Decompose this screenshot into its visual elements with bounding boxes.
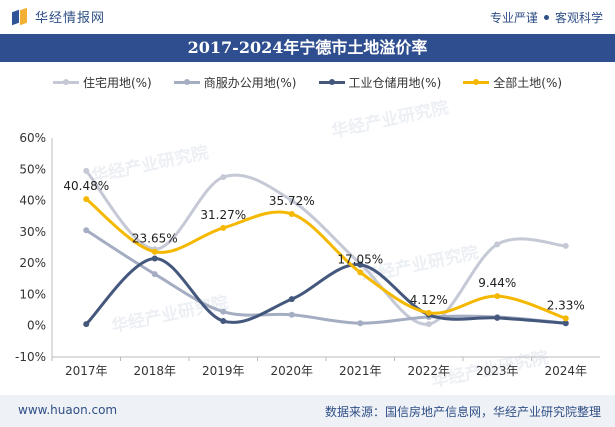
chart-legend: 住宅用地(%) 商服办公用地(%) 工业仓储用地(%) 全部土地(%) [0, 72, 615, 92]
legend-swatch-icon [318, 76, 345, 88]
legend-swatch-icon [173, 76, 200, 88]
legend-label: 商服办公用地(%) [203, 75, 297, 90]
footer-site: www.huaon.com [18, 403, 118, 417]
x-tick-label: 2020年 [270, 364, 313, 378]
data-point [494, 293, 501, 300]
series-line [85, 169, 566, 326]
data-point [425, 321, 432, 328]
x-tick-label: 2019年 [202, 364, 245, 378]
data-point [288, 210, 295, 217]
data-point [562, 242, 569, 249]
data-point [220, 308, 227, 315]
legend-item: 住宅用地(%) [52, 72, 152, 92]
y-tick-label: 50% [19, 162, 46, 176]
data-point [357, 269, 364, 276]
tagline: 专业严谨 客观科学 [490, 9, 603, 26]
top-bar: 华经情报网 专业严谨 客观科学 [0, 0, 615, 34]
legend-label: 全部土地(%) [493, 75, 563, 90]
data-label: 4.12% [410, 293, 448, 307]
data-label: 9.44% [478, 276, 516, 290]
data-label: 35.72% [269, 194, 315, 208]
data-point [288, 311, 295, 318]
data-point [288, 296, 295, 303]
data-label: 23.65% [132, 232, 178, 246]
legend-label: 工业仓储用地(%) [348, 75, 442, 90]
y-tick-label: 30% [19, 225, 46, 239]
bullet-dot-icon [543, 15, 549, 20]
data-point [494, 314, 501, 321]
data-point [83, 167, 90, 174]
y-tick-label: 10% [19, 287, 46, 301]
y-tick-label: 60% [19, 131, 46, 145]
tagline-right: 客观科学 [554, 11, 603, 25]
x-tick-label: 2021年 [339, 364, 382, 378]
data-point [220, 224, 227, 231]
data-point [151, 248, 158, 255]
data-point [288, 197, 295, 204]
footer-source: 数据来源：国信房地产信息网，华经产业研究院整理 [324, 405, 601, 419]
legend-item: 工业仓储用地(%) [318, 72, 442, 92]
legend-swatch-icon [463, 76, 490, 88]
data-point [562, 315, 569, 322]
legend-swatch-icon [52, 76, 79, 88]
brand: 华经情报网 [12, 7, 105, 26]
data-point [562, 320, 569, 327]
data-label: 31.27% [200, 208, 246, 222]
x-tick-label: 2024年 [544, 364, 587, 378]
data-point [425, 309, 432, 316]
x-tick-label: 2018年 [133, 364, 176, 378]
brand-logo-icon [12, 7, 30, 26]
data-point [151, 255, 158, 262]
x-tick-label: 2017年 [65, 364, 108, 378]
data-point [83, 196, 90, 203]
series-line [85, 256, 566, 326]
tagline-left: 专业严谨 [489, 11, 538, 25]
data-point [83, 321, 90, 328]
legend-label: 住宅用地(%) [82, 75, 152, 90]
data-point [494, 241, 501, 248]
chart-title: 2017-2024年宁德市土地溢价率 [0, 34, 615, 62]
y-tick-label: 0% [27, 319, 46, 333]
y-tick-label: 20% [19, 256, 46, 270]
x-tick-label: 2022年 [407, 364, 450, 378]
data-point [83, 227, 90, 234]
data-point [220, 318, 227, 325]
data-label: 17.05% [337, 252, 383, 266]
footer: www.huaon.com 数据来源：国信房地产信息网，华经产业研究院整理 [0, 395, 615, 427]
data-point [220, 174, 227, 181]
legend-item: 商服办公用地(%) [173, 72, 297, 92]
data-label: 40.48% [63, 179, 109, 193]
legend-item: 全部土地(%) [463, 72, 562, 92]
x-tick-label: 2023年 [476, 364, 519, 378]
data-point [357, 261, 364, 268]
brand-name: 华经情报网 [35, 11, 106, 26]
y-tick-label: -10% [15, 350, 46, 364]
line-chart: 60% 50% 40% 30% 20% 10% 0% -10% 2017年 2018年 2019年 2… [15, 131, 600, 378]
data-point [151, 271, 158, 278]
data-label: 2.33% [547, 298, 585, 312]
y-tick-label: 40% [19, 194, 46, 208]
data-point [357, 320, 364, 327]
